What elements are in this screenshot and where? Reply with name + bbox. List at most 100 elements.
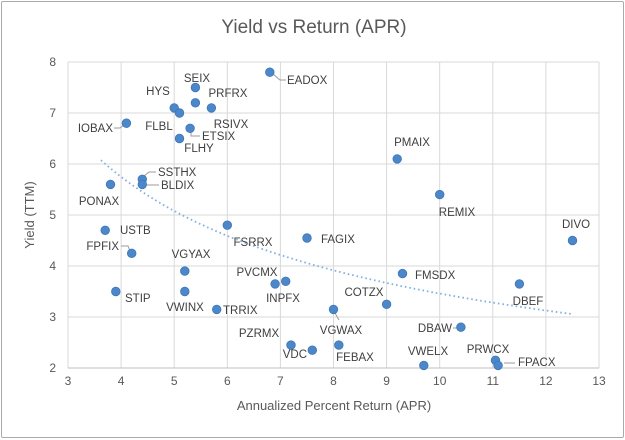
point-etsix[interactable] bbox=[185, 123, 195, 134]
leader-line-ssthx bbox=[143, 171, 156, 177]
label-divo: DIVO bbox=[562, 219, 590, 231]
label-fpfix: FPFIX bbox=[86, 241, 119, 253]
point-vwinx[interactable] bbox=[180, 286, 190, 297]
point-dbef[interactable] bbox=[514, 279, 525, 289]
point-ponax[interactable] bbox=[105, 179, 116, 190]
y-tick-label: 2 bbox=[49, 361, 56, 375]
label-bldix: BLDIX bbox=[161, 180, 195, 192]
trendline-group bbox=[100, 159, 573, 315]
label-fpacx: FPACX bbox=[518, 357, 556, 369]
x-tick-label: 11 bbox=[487, 374, 500, 388]
label-fmsdx: FMSDX bbox=[415, 270, 456, 282]
point-divo[interactable] bbox=[567, 235, 578, 246]
point-pzrmx[interactable] bbox=[286, 340, 296, 350]
point-fpfix[interactable] bbox=[126, 248, 137, 259]
point-flhy[interactable] bbox=[174, 133, 185, 144]
point-rsivx[interactable] bbox=[206, 103, 217, 113]
label-trrix: TRRIX bbox=[223, 305, 258, 317]
label-vgyax: VGYAX bbox=[172, 249, 211, 261]
chart-title: Yield vs Return (APR) bbox=[221, 17, 406, 38]
label-vdc: VDC bbox=[283, 349, 307, 361]
label-fsrrx: FSRRX bbox=[234, 237, 273, 249]
label-ponax: PONAX bbox=[79, 196, 120, 208]
point-febax[interactable] bbox=[334, 340, 344, 350]
point-cotzx[interactable] bbox=[381, 299, 392, 310]
point-fagix[interactable] bbox=[302, 233, 312, 243]
label-remix: REMIX bbox=[439, 207, 476, 219]
y-tick-label: 5 bbox=[49, 208, 56, 222]
x-axis-title: Annualized Percent Return (APR) bbox=[237, 398, 431, 413]
point-stip[interactable] bbox=[111, 286, 121, 297]
y-tick-label: 4 bbox=[49, 259, 56, 273]
point-bldix[interactable] bbox=[137, 179, 148, 190]
label-pvcmx: PVCMX bbox=[237, 267, 278, 279]
point-ustb[interactable] bbox=[100, 225, 110, 236]
trendline bbox=[100, 159, 573, 315]
x-tick-label: 5 bbox=[171, 374, 178, 388]
x-tick-label: 3 bbox=[65, 374, 72, 388]
x-tick-label: 12 bbox=[539, 374, 553, 388]
label-vgwax: VGWAX bbox=[320, 325, 363, 337]
point-iobax[interactable] bbox=[121, 118, 132, 128]
label-flhy: FLHY bbox=[184, 143, 214, 155]
label-pzrmx: PZRMX bbox=[239, 328, 280, 340]
label-cotzx: COTZX bbox=[345, 287, 384, 299]
point-vgyax[interactable] bbox=[180, 266, 190, 276]
label-hys: HYS bbox=[146, 86, 170, 98]
point-remix[interactable] bbox=[435, 189, 445, 200]
point-vgwax[interactable] bbox=[328, 304, 339, 315]
point-flbl[interactable] bbox=[174, 108, 185, 118]
label-stip: STIP bbox=[125, 293, 151, 305]
point-inpfx[interactable] bbox=[270, 279, 280, 289]
data-points bbox=[100, 67, 578, 371]
x-tick-label: 4 bbox=[118, 374, 125, 388]
label-dbef: DBEF bbox=[513, 296, 544, 308]
label-flbl: FLBL bbox=[145, 121, 173, 133]
point-pvcmx[interactable] bbox=[281, 276, 291, 287]
point-eadox[interactable] bbox=[265, 67, 275, 77]
x-tick-label: 7 bbox=[277, 374, 284, 388]
label-prwcx: PRWCX bbox=[467, 344, 510, 356]
label-inpfx: INPFX bbox=[266, 293, 300, 305]
x-tick-label: 13 bbox=[592, 374, 606, 388]
x-tick-label: 6 bbox=[224, 374, 231, 388]
label-dbaw: DBAW bbox=[418, 323, 452, 335]
leader-lines bbox=[114, 73, 515, 364]
y-tick-label: 6 bbox=[49, 157, 56, 171]
label-vwelx: VWELX bbox=[408, 346, 449, 358]
point-vwelx[interactable] bbox=[419, 360, 429, 371]
label-prfrx: PRFRX bbox=[209, 88, 248, 100]
point-vdc[interactable] bbox=[307, 345, 318, 355]
label-ssthx: SSTHX bbox=[158, 167, 197, 179]
label-etsix: ETSIX bbox=[202, 131, 236, 143]
label-vwinx: VWINX bbox=[166, 302, 204, 314]
label-ustb: USTB bbox=[120, 225, 151, 237]
gridlines bbox=[67, 61, 600, 369]
y-tick-label: 8 bbox=[49, 55, 56, 69]
label-iobax: IOBAX bbox=[78, 123, 113, 135]
label-pmaix: PMAIX bbox=[394, 137, 430, 149]
point-pmaix[interactable] bbox=[392, 154, 402, 164]
y-axis-title: Yield (TTM) bbox=[22, 181, 37, 248]
y-axis-tick-labels: 2 3 4 5 6 7 8 bbox=[49, 55, 56, 375]
point-fpacx[interactable] bbox=[493, 360, 503, 371]
x-tick-label: 10 bbox=[433, 374, 447, 388]
label-fagix: FAGIX bbox=[321, 234, 355, 246]
label-rsivx: RSIVX bbox=[214, 119, 249, 131]
label-eadox: EADOX bbox=[287, 75, 328, 87]
leader-line-vgwax bbox=[334, 312, 340, 321]
leader-line-eadox bbox=[272, 73, 286, 81]
label-seix: SEIX bbox=[184, 73, 211, 85]
point-prfrx[interactable] bbox=[190, 98, 201, 108]
point-fsrrx[interactable] bbox=[222, 220, 233, 230]
label-febax: FEBAX bbox=[336, 352, 374, 364]
point-seix[interactable] bbox=[190, 82, 201, 93]
x-axis-tick-labels: 3 4 5 6 7 8 9 10 11 12 13 bbox=[65, 374, 606, 388]
y-tick-label: 3 bbox=[49, 310, 56, 324]
point-fmsdx[interactable] bbox=[397, 268, 408, 279]
y-tick-label: 7 bbox=[49, 106, 56, 120]
point-dbaw[interactable] bbox=[456, 322, 466, 332]
point-trrix[interactable] bbox=[211, 304, 222, 315]
